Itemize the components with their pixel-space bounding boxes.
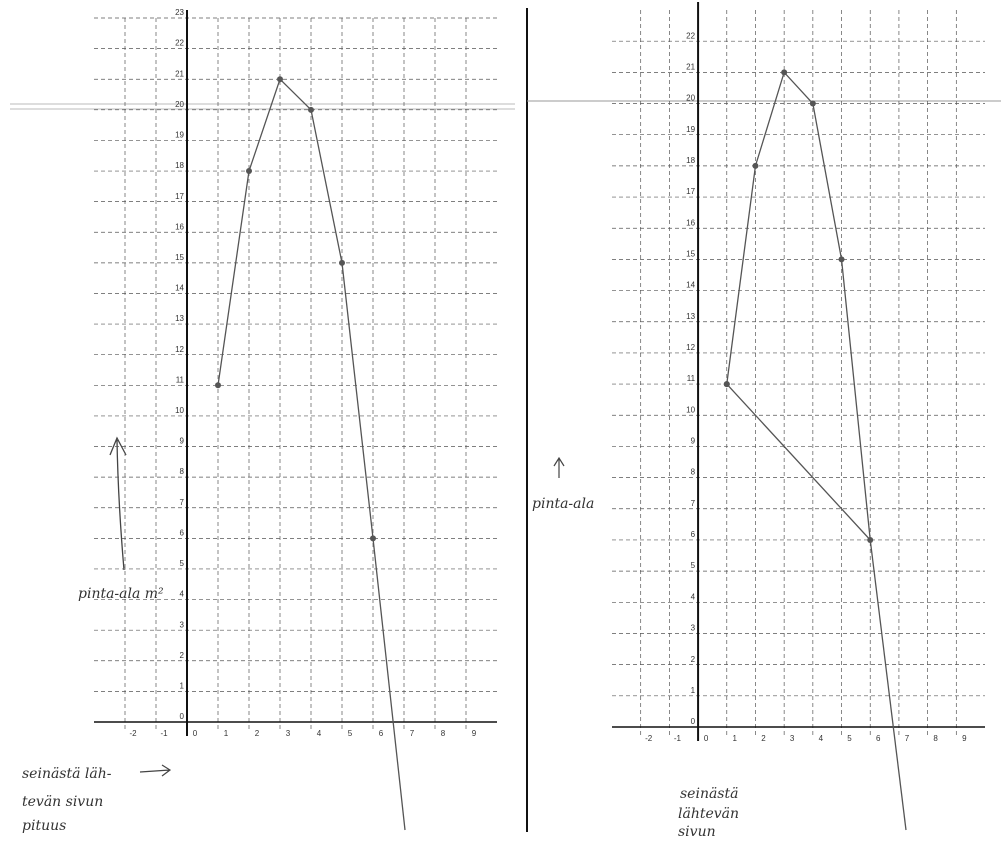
y-tick-label: 9	[180, 437, 185, 446]
x-tick-label: 7	[410, 729, 415, 738]
arrow	[554, 458, 564, 478]
x-tick-label: 7	[905, 734, 910, 743]
y-tick-label: 22	[175, 39, 184, 48]
x-tick-label: 9	[472, 729, 477, 738]
y-tick-label: 4	[691, 592, 696, 601]
y-tick-label: 21	[686, 62, 695, 71]
y-tick-label: 14	[175, 284, 184, 293]
data-point	[781, 69, 787, 75]
y-tick-label: 2	[691, 655, 696, 664]
y-tick-label: 17	[686, 187, 695, 196]
y-tick-label: 8	[691, 468, 696, 477]
x-tick-label: 8	[441, 729, 446, 738]
y-tick-label: 11	[176, 375, 185, 384]
annotation: pituus	[22, 818, 66, 834]
y-tick-label: 10	[686, 405, 695, 414]
x-tick-label: 8	[933, 734, 938, 743]
y-tick-label: 20	[686, 94, 695, 103]
x-tick-label: 3	[286, 729, 291, 738]
x-tick-label: 6	[876, 734, 881, 743]
x-tick-label: 0	[704, 734, 709, 743]
arrow	[110, 438, 126, 570]
x-tick-label: 5	[348, 729, 353, 738]
x-tick-label: 3	[790, 734, 795, 743]
data-point	[277, 76, 283, 82]
x-tick-label: -2	[645, 734, 653, 743]
y-tick-label: 7	[691, 499, 696, 508]
x-tick-label: 5	[847, 734, 852, 743]
y-tick-label: 8	[180, 467, 185, 476]
x-tick-label: 1	[733, 734, 738, 743]
y-tick-label: 10	[175, 406, 184, 415]
curve-extension	[373, 538, 405, 830]
annotation: pinta-ala	[532, 496, 594, 512]
y-tick-label: 22	[686, 31, 695, 40]
annotation: tevän sivun	[22, 794, 103, 810]
y-tick-label: 19	[175, 131, 184, 140]
annotation: seinästä	[680, 786, 738, 802]
y-tick-label: 13	[175, 314, 184, 323]
y-tick-label: 12	[175, 345, 184, 354]
y-tick-label: 0	[691, 717, 696, 726]
data-point	[246, 168, 252, 174]
x-tick-label: 9	[962, 734, 967, 743]
data-point	[215, 382, 221, 388]
x-tick-label: 6	[379, 729, 384, 738]
data-point	[810, 101, 816, 107]
x-tick-label: 0	[193, 729, 198, 738]
data-point	[752, 163, 758, 169]
y-tick-label: 1	[691, 686, 696, 695]
y-tick-label: 15	[686, 250, 695, 259]
data-point	[724, 381, 730, 387]
y-tick-label: 18	[175, 161, 184, 170]
y-tick-label: 17	[175, 192, 184, 201]
y-tick-label: 1	[180, 682, 185, 691]
data-point	[308, 107, 314, 113]
y-tick-label: 11	[687, 374, 696, 383]
data-line	[727, 72, 870, 540]
data-point	[339, 260, 345, 266]
page: 01234567891011121314151617181920212223-2…	[0, 0, 1001, 842]
x-tick-label: -2	[129, 729, 137, 738]
y-tick-label: 3	[691, 624, 696, 633]
y-tick-label: 5	[180, 559, 185, 568]
arrow	[140, 765, 170, 776]
y-tick-label: 19	[686, 125, 695, 134]
x-tick-label: 4	[317, 729, 322, 738]
y-tick-label: 16	[686, 218, 695, 227]
y-tick-label: 23	[175, 8, 184, 17]
x-tick-label: 1	[224, 729, 229, 738]
y-tick-label: 3	[180, 620, 185, 629]
annotation: sivun	[678, 824, 716, 840]
data-line	[218, 79, 373, 538]
y-tick-label: 7	[180, 498, 185, 507]
y-tick-label: 21	[175, 69, 184, 78]
y-tick-label: 15	[175, 253, 184, 262]
curve-extension	[870, 540, 906, 830]
y-tick-label: 6	[691, 530, 696, 539]
y-tick-label: 20	[175, 100, 184, 109]
data-point	[839, 256, 845, 262]
x-tick-label: 2	[255, 729, 260, 738]
annotation: seinästä läh-	[22, 766, 112, 782]
annotation: lähtevän	[678, 806, 739, 822]
x-tick-label: -1	[160, 729, 168, 738]
x-tick-label: 2	[761, 734, 766, 743]
x-tick-label: 4	[819, 734, 824, 743]
y-tick-label: 16	[175, 222, 184, 231]
x-tick-label: -1	[674, 734, 682, 743]
y-tick-label: 9	[691, 437, 696, 446]
annotation: pinta-ala m²	[78, 586, 164, 602]
y-tick-label: 6	[180, 528, 185, 537]
y-tick-label: 4	[180, 590, 185, 599]
y-tick-label: 5	[691, 561, 696, 570]
y-tick-label: 0	[180, 712, 185, 721]
y-tick-label: 13	[686, 312, 695, 321]
y-tick-label: 12	[686, 343, 695, 352]
y-tick-label: 18	[686, 156, 695, 165]
y-tick-label: 2	[180, 651, 185, 660]
y-tick-label: 14	[686, 281, 695, 290]
